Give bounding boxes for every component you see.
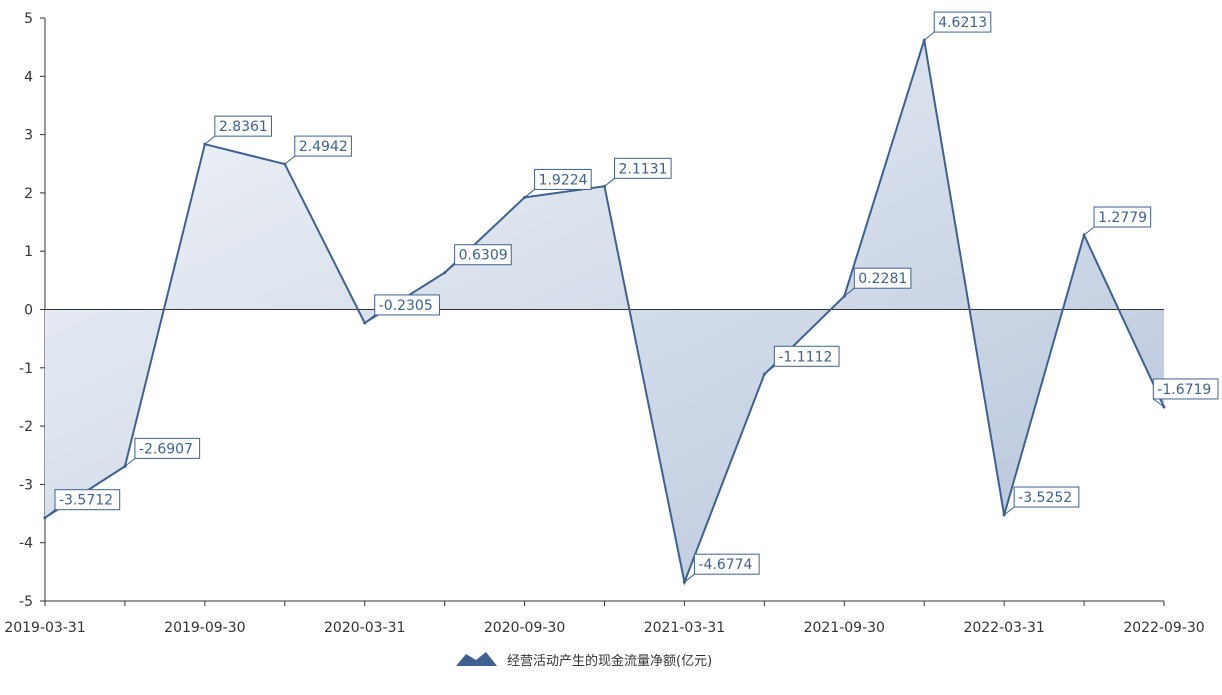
data-label-leader <box>1153 398 1165 408</box>
data-label: 1.9224 <box>524 168 592 198</box>
x-tick-label: 2020-09-30 <box>484 620 565 636</box>
data-label-text: -4.6774 <box>698 557 752 573</box>
data-label-text: -2.6907 <box>139 441 193 457</box>
x-tick-label: 2020-03-31 <box>324 620 405 636</box>
data-label-leader <box>444 264 455 274</box>
data-label-text: 1.2779 <box>1098 210 1147 226</box>
data-label-box <box>773 345 840 367</box>
x-tick-label: 2021-03-31 <box>644 620 725 636</box>
y-tick-label: -2 <box>19 419 33 435</box>
data-label-leader <box>604 177 615 187</box>
y-tick-label: 5 <box>24 11 33 27</box>
y-tick-label: 2 <box>24 186 33 202</box>
data-label: 1.2779 <box>1083 206 1152 236</box>
legend[interactable]: 经营活动产生的现金流量净额(亿元) <box>456 652 712 669</box>
data-label-text: -0.2305 <box>379 298 433 314</box>
data-label-box <box>54 489 121 511</box>
x-tick-label: 2022-03-31 <box>963 620 1044 636</box>
data-label-text: -3.5712 <box>59 493 113 509</box>
data-label-box <box>214 115 272 137</box>
data-label-leader <box>923 31 935 41</box>
data-label-leader <box>204 135 216 145</box>
data-label-text: 4.6213 <box>938 15 987 31</box>
x-tick-label: 2019-09-30 <box>164 620 245 636</box>
data-label-box <box>454 244 512 266</box>
data-label-box <box>693 553 760 575</box>
data-label: 4.6213 <box>923 11 992 41</box>
y-tick-label: 1 <box>24 244 33 260</box>
data-label-text: 1.9224 <box>539 172 588 188</box>
data-label-leader <box>524 189 535 198</box>
data-label: -1.6719 <box>1152 378 1219 408</box>
area-fill <box>45 40 1164 583</box>
data-label-leader <box>284 155 296 165</box>
data-label-text: -1.6719 <box>1157 382 1211 398</box>
data-label-text: 2.8361 <box>219 119 268 135</box>
data-label-text: 0.6309 <box>459 248 508 264</box>
data-label: -3.5712 <box>44 489 121 519</box>
data-label-text: 2.1131 <box>619 161 668 177</box>
data-label-box <box>1013 486 1080 508</box>
data-label-box <box>294 135 352 157</box>
data-label-leader <box>44 509 56 519</box>
data-label-box <box>853 267 912 289</box>
data-label-text: 2.4942 <box>299 139 348 155</box>
data-label-box <box>374 294 440 316</box>
data-label-text: 0.2281 <box>858 271 907 287</box>
data-label-leader <box>1003 506 1015 516</box>
data-label: 2.4942 <box>284 135 352 165</box>
y-tick-label: 0 <box>24 303 33 319</box>
y-tick-label: 4 <box>24 69 33 85</box>
data-label: -1.1112 <box>764 345 840 375</box>
data-label: -0.2305 <box>364 294 440 324</box>
data-label-leader <box>364 314 376 324</box>
data-label: 2.8361 <box>204 115 272 145</box>
area-path <box>45 40 1164 583</box>
y-tick-label: -3 <box>19 477 33 493</box>
x-tick-label: 2019-03-31 <box>4 620 85 636</box>
data-label: 0.6309 <box>444 244 512 274</box>
data-labels: -3.5712 -2.6907 2.8361 2.4942 -0.2305 0.6309 1… <box>44 11 1219 583</box>
legend-area-icon <box>456 652 497 666</box>
data-label-leader <box>124 457 136 467</box>
y-tick-label: -4 <box>19 536 33 552</box>
data-label-leader <box>843 287 855 297</box>
y-tick-label: -5 <box>19 594 33 610</box>
data-label-text: -3.5252 <box>1018 490 1072 506</box>
data-label-box <box>534 168 592 190</box>
y-axis: 5 4 3 2 1 0 -1 -2 -3 -4 -5 <box>19 11 46 610</box>
data-label-box <box>1093 206 1152 228</box>
data-label: 0.2281 <box>843 267 912 297</box>
y-tick-label: -1 <box>19 361 33 377</box>
data-label: -2.6907 <box>124 437 201 467</box>
data-label-box <box>933 11 992 33</box>
x-tick-label: 2022-09-30 <box>1123 620 1204 636</box>
data-label-box <box>134 437 201 459</box>
x-tick-label: 2021-09-30 <box>804 620 885 636</box>
data-label-leader <box>684 573 695 583</box>
legend-label: 经营活动产生的现金流量净额(亿元) <box>507 653 712 669</box>
data-label: -4.6774 <box>684 553 760 583</box>
data-label-box <box>1152 378 1219 400</box>
data-label-text: -1.1112 <box>778 349 832 365</box>
data-label-leader <box>764 365 775 375</box>
data-label: 2.1131 <box>604 157 672 187</box>
data-label-box <box>614 157 672 179</box>
y-tick-label: 3 <box>24 128 33 144</box>
x-axis: 2019-03-31 2019-09-30 2020-03-31 2020-09-30… <box>4 600 1205 636</box>
data-label: -3.5252 <box>1003 486 1080 516</box>
data-label-leader <box>1083 226 1095 236</box>
